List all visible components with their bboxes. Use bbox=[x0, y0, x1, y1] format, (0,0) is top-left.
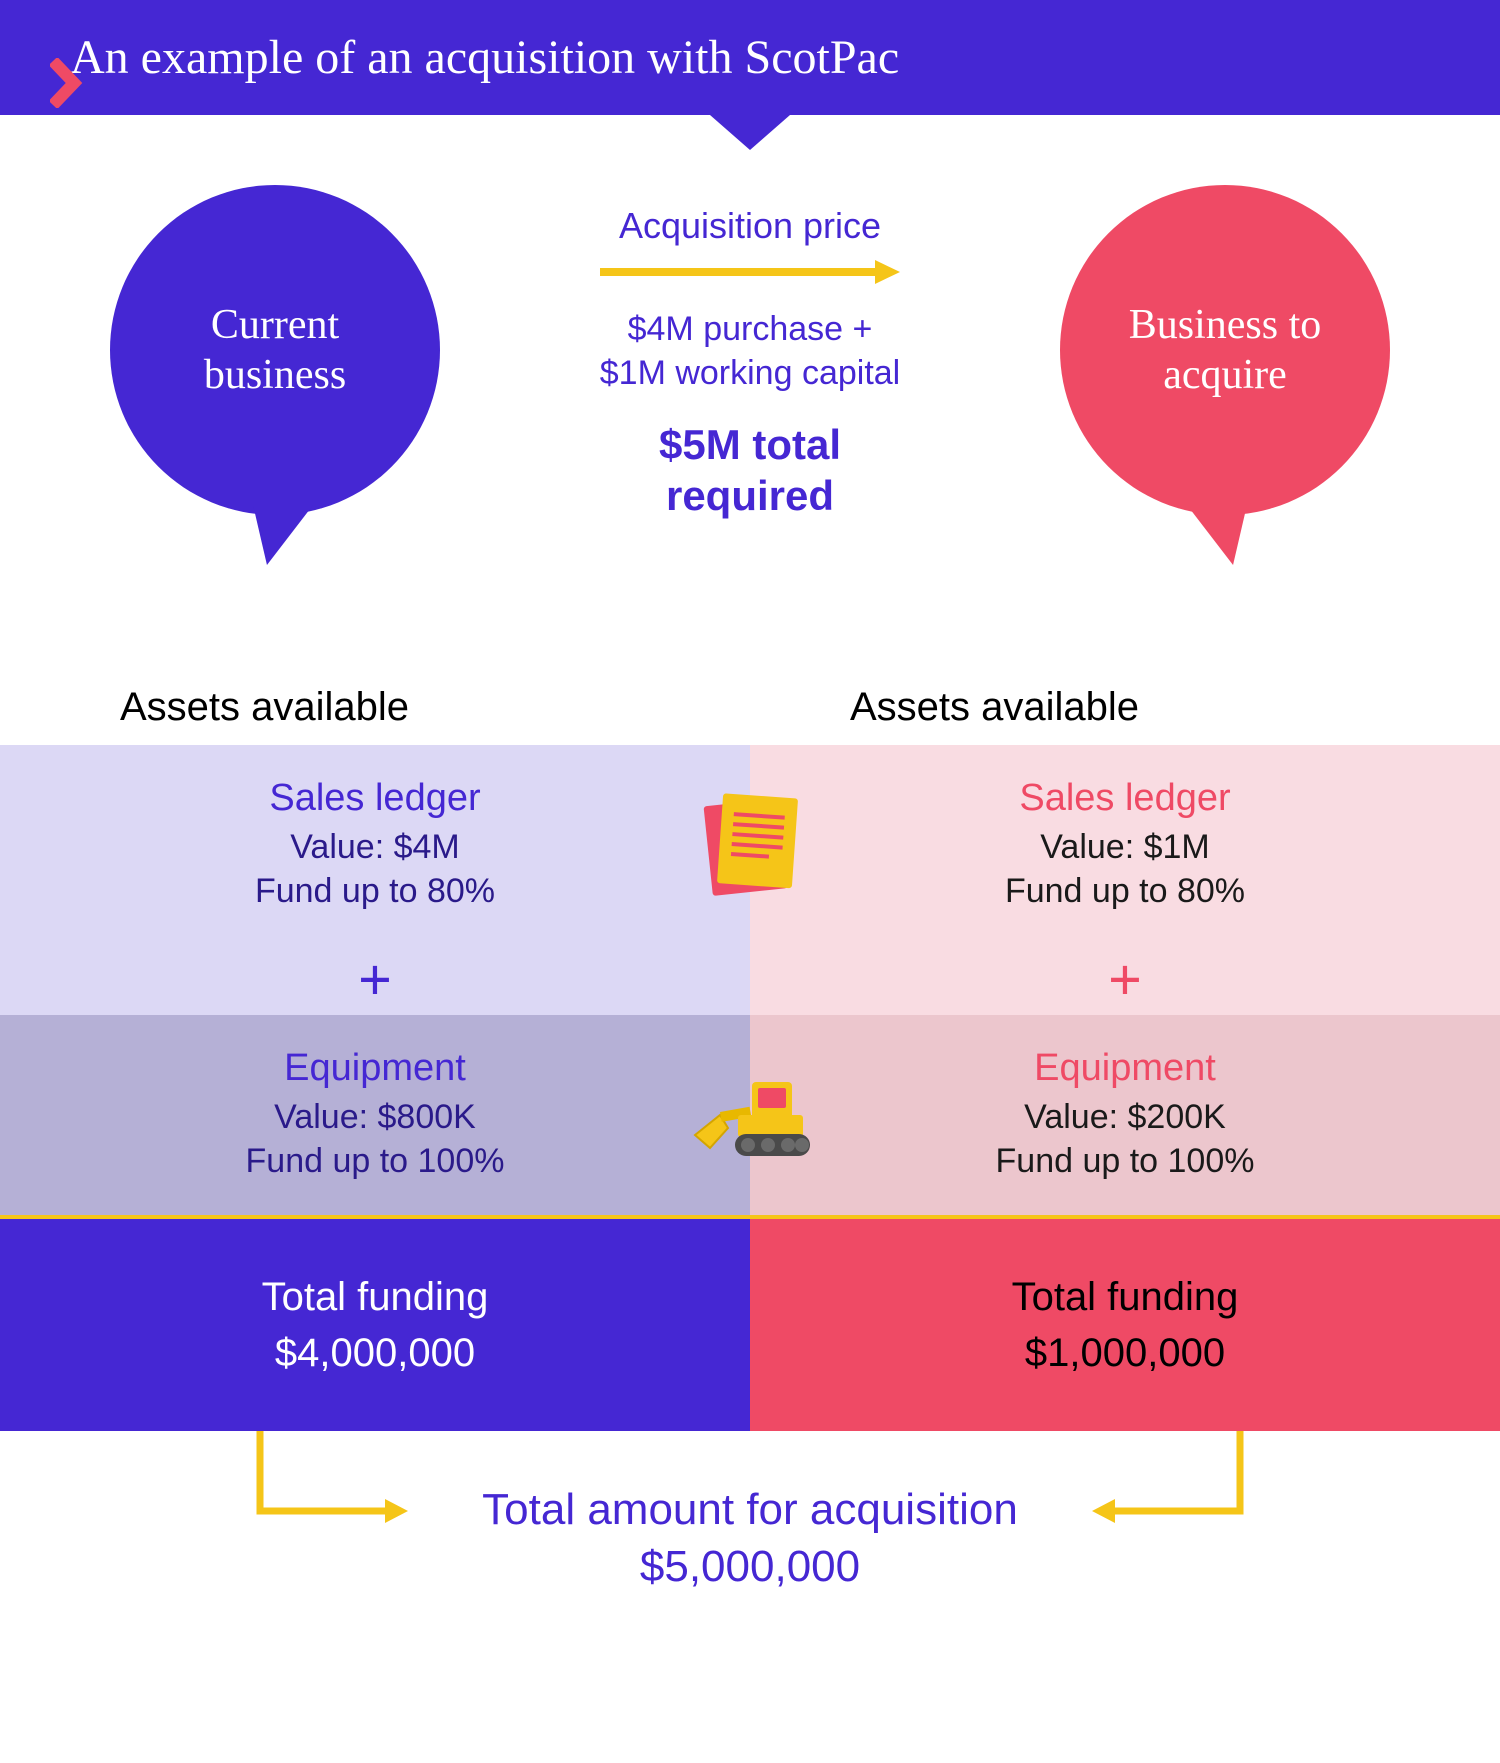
header-bar: An example of an acquisition with ScotPa… bbox=[0, 0, 1500, 115]
bubble-tail bbox=[1187, 505, 1263, 565]
total-acquisition-label: Total amount for acquisition bbox=[20, 1481, 1480, 1538]
funding-amount: $4,000,000 bbox=[20, 1325, 730, 1381]
price-detail-line1: $4M purchase + bbox=[520, 307, 980, 351]
assets-header-right: Assets available bbox=[750, 675, 1500, 745]
business-to-acquire-bubble: Business to acquire bbox=[1060, 185, 1390, 515]
funding-label: Total funding bbox=[20, 1269, 730, 1325]
asset-value: Value: $1M bbox=[1040, 825, 1209, 869]
acquisition-price-block: Acquisition price $4M purchase + $1M wor… bbox=[520, 205, 980, 521]
documents-icon bbox=[690, 790, 810, 900]
assets-header-row: Assets available Assets available bbox=[0, 675, 1500, 745]
total-acquisition-amount: $5,000,000 bbox=[20, 1538, 1480, 1595]
asset-value: Value: $800K bbox=[274, 1095, 476, 1139]
header-title: An example of an acquisition with ScotPa… bbox=[70, 30, 899, 85]
current-business-bubble: Current business bbox=[110, 185, 440, 515]
equipment-row: Equipment Value: $800K Fund up to 100% E… bbox=[0, 1015, 1500, 1215]
bubble-tail bbox=[237, 505, 313, 565]
sales-ledger-left: Sales ledger Value: $4M Fund up to 80% bbox=[0, 745, 750, 945]
equipment-right: Equipment Value: $200K Fund up to 100% bbox=[750, 1015, 1500, 1215]
asset-fund: Fund up to 100% bbox=[246, 1139, 505, 1183]
asset-fund: Fund up to 100% bbox=[996, 1139, 1255, 1183]
equipment-left: Equipment Value: $800K Fund up to 100% bbox=[0, 1015, 750, 1215]
sales-ledger-row: Sales ledger Value: $4M Fund up to 80% S… bbox=[0, 745, 1500, 945]
bubble-right-line2: acquire bbox=[1163, 350, 1287, 400]
header-notch bbox=[710, 115, 790, 150]
asset-value: Value: $200K bbox=[1024, 1095, 1226, 1139]
total-funding-row: Total funding $4,000,000 Total funding $… bbox=[0, 1215, 1500, 1431]
asset-title: Sales ledger bbox=[1019, 777, 1230, 820]
plus-row: + + bbox=[0, 945, 1500, 1015]
bubble-left-line1: Current bbox=[211, 300, 339, 350]
bubbles-row: Current business Acquisition price $4M p… bbox=[0, 155, 1500, 655]
total-required-line1: $5M total bbox=[659, 421, 841, 468]
asset-fund: Fund up to 80% bbox=[255, 869, 495, 913]
asset-fund: Fund up to 80% bbox=[1005, 869, 1245, 913]
total-required: $5M total required bbox=[520, 420, 980, 521]
bubble-right-line1: Business to bbox=[1129, 300, 1322, 350]
total-required-line2: required bbox=[666, 472, 834, 519]
funding-amount: $1,000,000 bbox=[770, 1325, 1480, 1381]
asset-title: Sales ledger bbox=[269, 777, 480, 820]
bulldozer-icon bbox=[690, 1060, 810, 1170]
asset-title: Equipment bbox=[1034, 1047, 1216, 1090]
plus-left: + bbox=[0, 945, 750, 1015]
plus-right: + bbox=[750, 945, 1500, 1015]
bubble-left-line2: business bbox=[204, 350, 346, 400]
sales-ledger-right: Sales ledger Value: $1M Fund up to 80% bbox=[750, 745, 1500, 945]
total-funding-left: Total funding $4,000,000 bbox=[0, 1219, 750, 1431]
asset-value: Value: $4M bbox=[290, 825, 459, 869]
acquisition-price-label: Acquisition price bbox=[520, 205, 980, 247]
funding-label: Total funding bbox=[770, 1269, 1480, 1325]
assets-header-left: Assets available bbox=[0, 675, 750, 745]
arrow-down-right-icon bbox=[250, 1431, 410, 1556]
price-detail-line2: $1M working capital bbox=[520, 351, 980, 395]
total-acquisition-section: Total amount for acquisition $5,000,000 bbox=[0, 1431, 1500, 1635]
arrow-right-icon bbox=[520, 257, 980, 292]
total-funding-right: Total funding $1,000,000 bbox=[750, 1219, 1500, 1431]
asset-title: Equipment bbox=[284, 1047, 466, 1090]
arrow-down-left-icon bbox=[1090, 1431, 1250, 1556]
